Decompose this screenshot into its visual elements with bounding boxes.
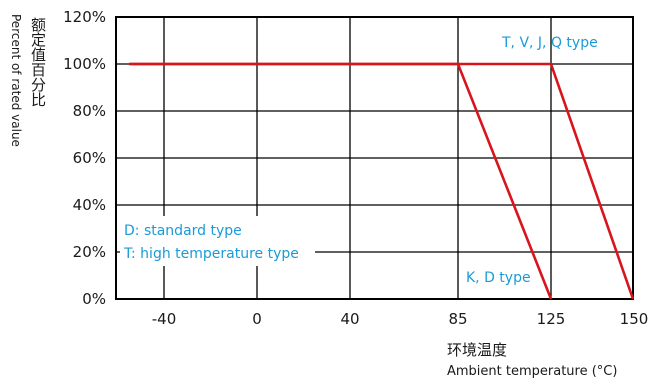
y-tick-label: 0% [82, 290, 106, 308]
series-line [129, 62, 553, 300]
x-tick-label: 85 [448, 310, 467, 328]
y-tick-label: 80% [73, 102, 106, 120]
series-lines [129, 62, 635, 300]
x-tick-label: 40 [340, 310, 359, 328]
y-axis-label-en: Percent of rated value [9, 14, 23, 147]
x-axis-label-cn: 环境温度 [447, 341, 507, 359]
annotation-tvjq: T, V, J, Q type [501, 35, 598, 51]
legend-d-standard: D: standard type [124, 223, 242, 239]
y-tick-label: 40% [73, 196, 106, 214]
y-axis-label-cn: 额定值百分比 [29, 17, 47, 107]
x-tick-label: 125 [537, 310, 566, 328]
annotation-kd: K, D type [466, 270, 531, 286]
x-tick-label: -40 [152, 310, 177, 328]
y-tick-label: 100% [63, 55, 106, 73]
x-axis-label-en: Ambient temperature (°C) [447, 364, 617, 379]
x-tick-label: 0 [252, 310, 262, 328]
y-tick-labels: 0% 20% 40% 60% 80% 100% 120% [63, 8, 106, 308]
plot-frame [115, 16, 634, 300]
legend-mask [120, 216, 315, 266]
y-tick-label: 20% [73, 243, 106, 261]
legend-t-high-temp: T: high temperature type [123, 246, 299, 262]
x-tick-label: 150 [620, 310, 649, 328]
y-tick-label: 120% [63, 8, 106, 26]
y-tick-label: 60% [73, 149, 106, 167]
x-tick-labels: -40 0 40 85 125 150 [152, 310, 649, 328]
